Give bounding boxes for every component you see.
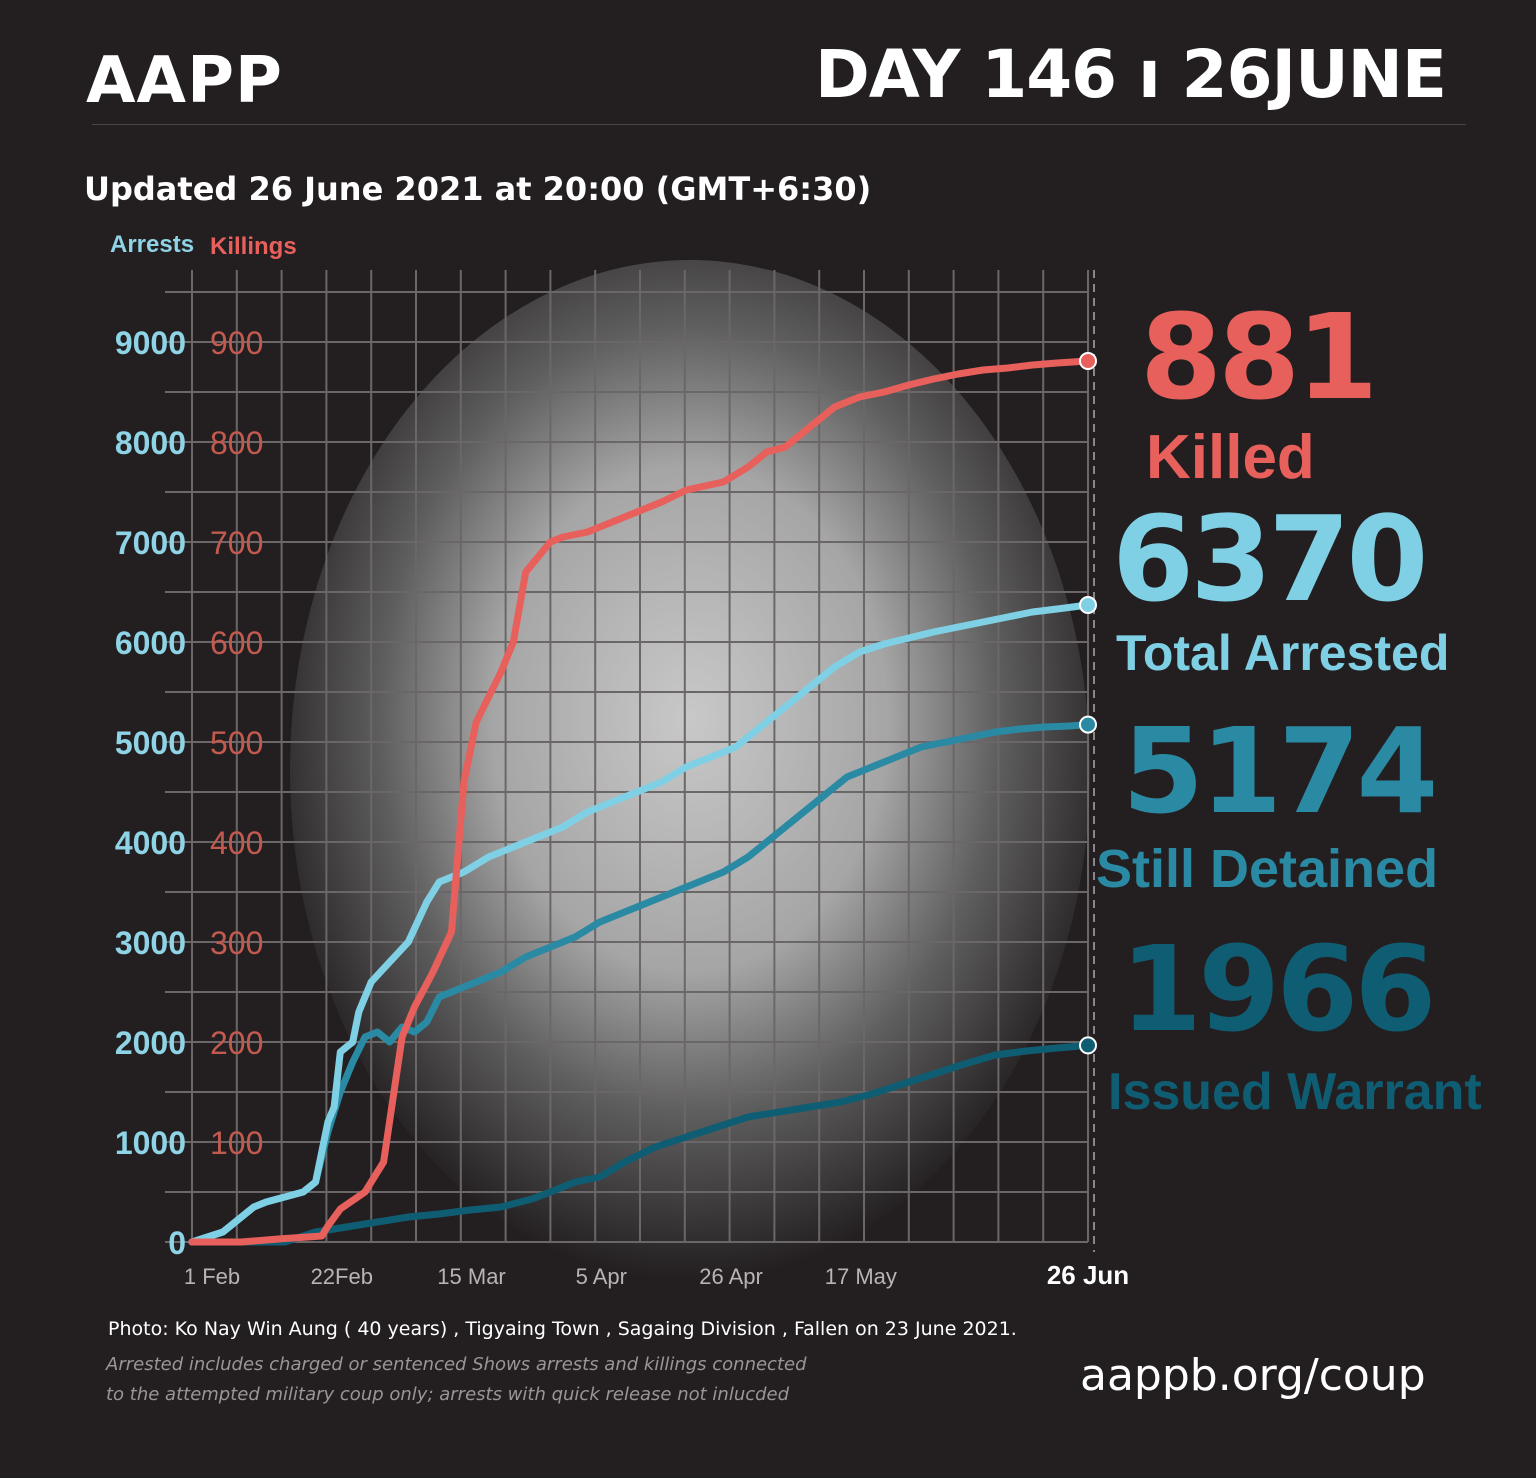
arrested-stat: 6370: [1112, 490, 1428, 628]
arrests-tick-label: 1000: [115, 1125, 186, 1161]
arrests-axis-title: Arrests: [110, 231, 194, 258]
killings-tick-label: 500: [210, 725, 263, 761]
photo-vignette: [290, 260, 1090, 1280]
x-tick-label: 26 Apr: [699, 1264, 763, 1289]
photo-credit: Photo: Ko Nay Win Aung ( 40 years) , Tig…: [108, 1318, 1017, 1340]
footnote-line-1: Arrested includes charged or sentenced S…: [106, 1354, 807, 1375]
day-counter: DAY 146 ı 26JUNE: [815, 36, 1447, 113]
killed-stat: 881: [1140, 288, 1378, 426]
x-tick-label: 26 Jun: [1047, 1260, 1129, 1290]
killings-tick-label: 400: [210, 825, 263, 861]
arrested-value: 6370: [1112, 490, 1428, 628]
detained-value: 5174: [1122, 702, 1438, 840]
detained-label: Still Detained: [1096, 839, 1439, 899]
arrests-tick-label: 7000: [115, 525, 186, 561]
footnote: Arrested includes charged or sentenced S…: [106, 1350, 807, 1410]
series-endpoint-still-detained: [1079, 715, 1097, 734]
arrests-tick-label: 4000: [115, 825, 186, 861]
series-endpoint-killed: [1079, 352, 1097, 370]
warrant-stat: 1966: [1120, 920, 1436, 1058]
x-tick-label: 5 Apr: [576, 1264, 627, 1289]
series-line-issued-warrant: [188, 1041, 1092, 1246]
killings-tick-label: 900: [210, 325, 263, 361]
x-tick-label: 17 May: [825, 1264, 897, 1289]
arrests-tick-label: 6000: [115, 625, 186, 661]
chart-grid: [165, 270, 1089, 1243]
killings-tick-label: 300: [210, 925, 263, 961]
arrests-tick-label: 0: [168, 1225, 186, 1261]
axis-labels: 0 1000 2000 3000 4000 5000 6000 7000 8000 9000 100…: [115, 325, 1129, 1290]
killed-value: 881: [1140, 288, 1378, 426]
arrests-tick-label: 9000: [115, 325, 186, 361]
series-line-killed: [188, 357, 1092, 1246]
warrant-value: 1966: [1120, 920, 1436, 1058]
x-tick-label: 22Feb: [311, 1264, 373, 1289]
x-tick-label: 15 Mar: [437, 1264, 505, 1289]
killings-axis-title: Killings: [210, 233, 297, 260]
header-divider: [92, 124, 1466, 125]
killings-tick-label: 700: [210, 525, 263, 561]
detained-stat: 5174: [1122, 702, 1438, 840]
series-layer: [188, 352, 1097, 1246]
arrests-tick-label: 5000: [115, 725, 186, 761]
arrests-tick-label: 3000: [115, 925, 186, 961]
killings-tick-label: 800: [210, 425, 263, 461]
series-endpoint-total-arrested: [1079, 596, 1097, 614]
updated-timestamp: Updated 26 June 2021 at 20:00 (GMT+6:30): [84, 170, 872, 208]
x-tick-label: 1 Feb: [184, 1264, 240, 1289]
series-endpoint-issued-warrant: [1079, 1036, 1097, 1055]
killed-label: Killed: [1146, 423, 1315, 492]
brand-logo-text: AAPP: [86, 44, 283, 118]
series-line-total-arrested: [188, 601, 1092, 1246]
source-url[interactable]: aappb.org/coup: [1080, 1350, 1426, 1401]
killings-tick-label: 200: [210, 1025, 263, 1061]
killings-tick-label: 100: [210, 1125, 263, 1161]
warrant-label: Issued Warrant: [1108, 1063, 1482, 1121]
footnote-line-2: to the attempted military coup only; arr…: [106, 1384, 790, 1405]
arrested-label: Total Arrested: [1116, 625, 1450, 681]
killings-tick-label: 600: [210, 625, 263, 661]
arrests-tick-label: 2000: [115, 1025, 186, 1061]
arrests-tick-label: 8000: [115, 425, 186, 461]
